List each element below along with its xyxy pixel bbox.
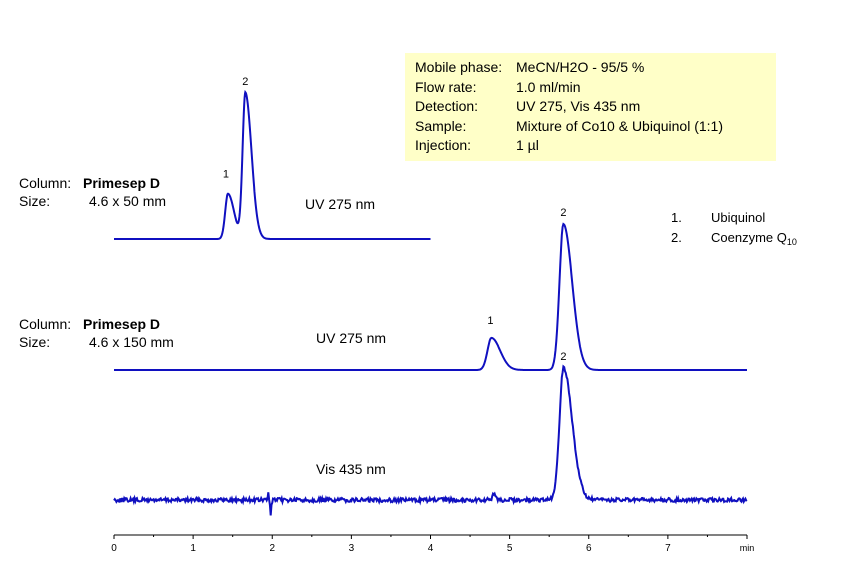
info-label: Injection: [415, 137, 472, 153]
info-value: MeCN/H2O - 95/5 % [516, 59, 645, 75]
peak-legend: 1. Ubiquinol 2. Coenzyme Q10 [671, 208, 797, 252]
info-label: Detection: [415, 98, 479, 114]
x-axis-unit-label: min [740, 543, 755, 553]
legend-name-text: Coenzyme Q [711, 230, 787, 245]
peak-label: 2 [560, 207, 566, 219]
info-value: 1 µl [516, 137, 539, 153]
info-label: Sample: [415, 117, 467, 134]
legend-item: 1. Ubiquinol [671, 208, 797, 228]
x-tick-label: 1 [190, 543, 196, 554]
info-label: Mobile phase: [415, 59, 503, 75]
info-row-injection: Injection: 1 µl [415, 136, 776, 156]
x-tick-label: 3 [349, 543, 355, 554]
x-tick-label: 0 [111, 543, 117, 554]
legend-number: 1. [671, 210, 682, 225]
info-value: Mixture of Co10 & Ubiquinol (1:1) [516, 117, 723, 134]
info-label: Flow rate: [415, 78, 477, 95]
peak-label: 1 [223, 169, 229, 181]
info-row-flow-rate: Flow rate: 1.0 ml/min [415, 78, 776, 98]
chromatogram-trace [114, 222, 747, 371]
detector-label: Vis 435 nm [316, 461, 386, 477]
info-value: UV 275, Vis 435 nm [516, 98, 641, 114]
column-label: Column: [19, 316, 72, 332]
peak-label: 2 [242, 76, 248, 88]
detector-label: UV 275 nm [316, 330, 386, 346]
x-tick-label: 6 [586, 543, 592, 554]
column-info-short: Column: Primesep D Size: 4.6 x 50 mm [19, 174, 166, 210]
legend-number: 2. [671, 230, 682, 245]
info-value: 1.0 ml/min [516, 78, 581, 95]
peak-label: 2 [560, 351, 566, 363]
column-value: Primesep D [83, 316, 161, 332]
size-value: 4.6 x 50 mm [89, 193, 167, 209]
x-tick-label: 4 [428, 543, 434, 554]
legend-item: 2. Coenzyme Q10 [671, 228, 797, 252]
peak-label: 1 [487, 315, 493, 327]
method-info-box: Mobile phase: MeCN/H2O - 95/5 % Flow rat… [405, 53, 776, 161]
x-tick-label: 2 [269, 543, 275, 554]
column-label: Column: [19, 175, 72, 191]
info-row-detection: Detection: UV 275, Vis 435 nm [415, 97, 776, 117]
column-value: Primesep D [83, 175, 161, 191]
legend-name-subscript: 10 [786, 237, 797, 247]
chromatogram-trace [113, 364, 748, 516]
legend-name: Ubiquinol [711, 210, 766, 225]
detector-label: UV 275 nm [305, 196, 375, 212]
column-info-long: Column: Primesep D Size: 4.6 x 150 mm [19, 315, 174, 351]
size-value: 4.6 x 150 mm [89, 334, 174, 350]
x-tick-label: 7 [665, 543, 671, 554]
size-label: Size: [19, 334, 51, 350]
size-label: Size: [19, 193, 51, 209]
info-row-sample: Sample: Mixture of Co10 & Ubiquinol (1:1… [415, 117, 776, 137]
legend-name: Coenzyme Q10 [711, 228, 797, 252]
x-tick-label: 5 [507, 543, 513, 554]
info-row-mobile-phase: Mobile phase: MeCN/H2O - 95/5 % [415, 58, 776, 78]
chromatogram-trace [114, 89, 431, 240]
